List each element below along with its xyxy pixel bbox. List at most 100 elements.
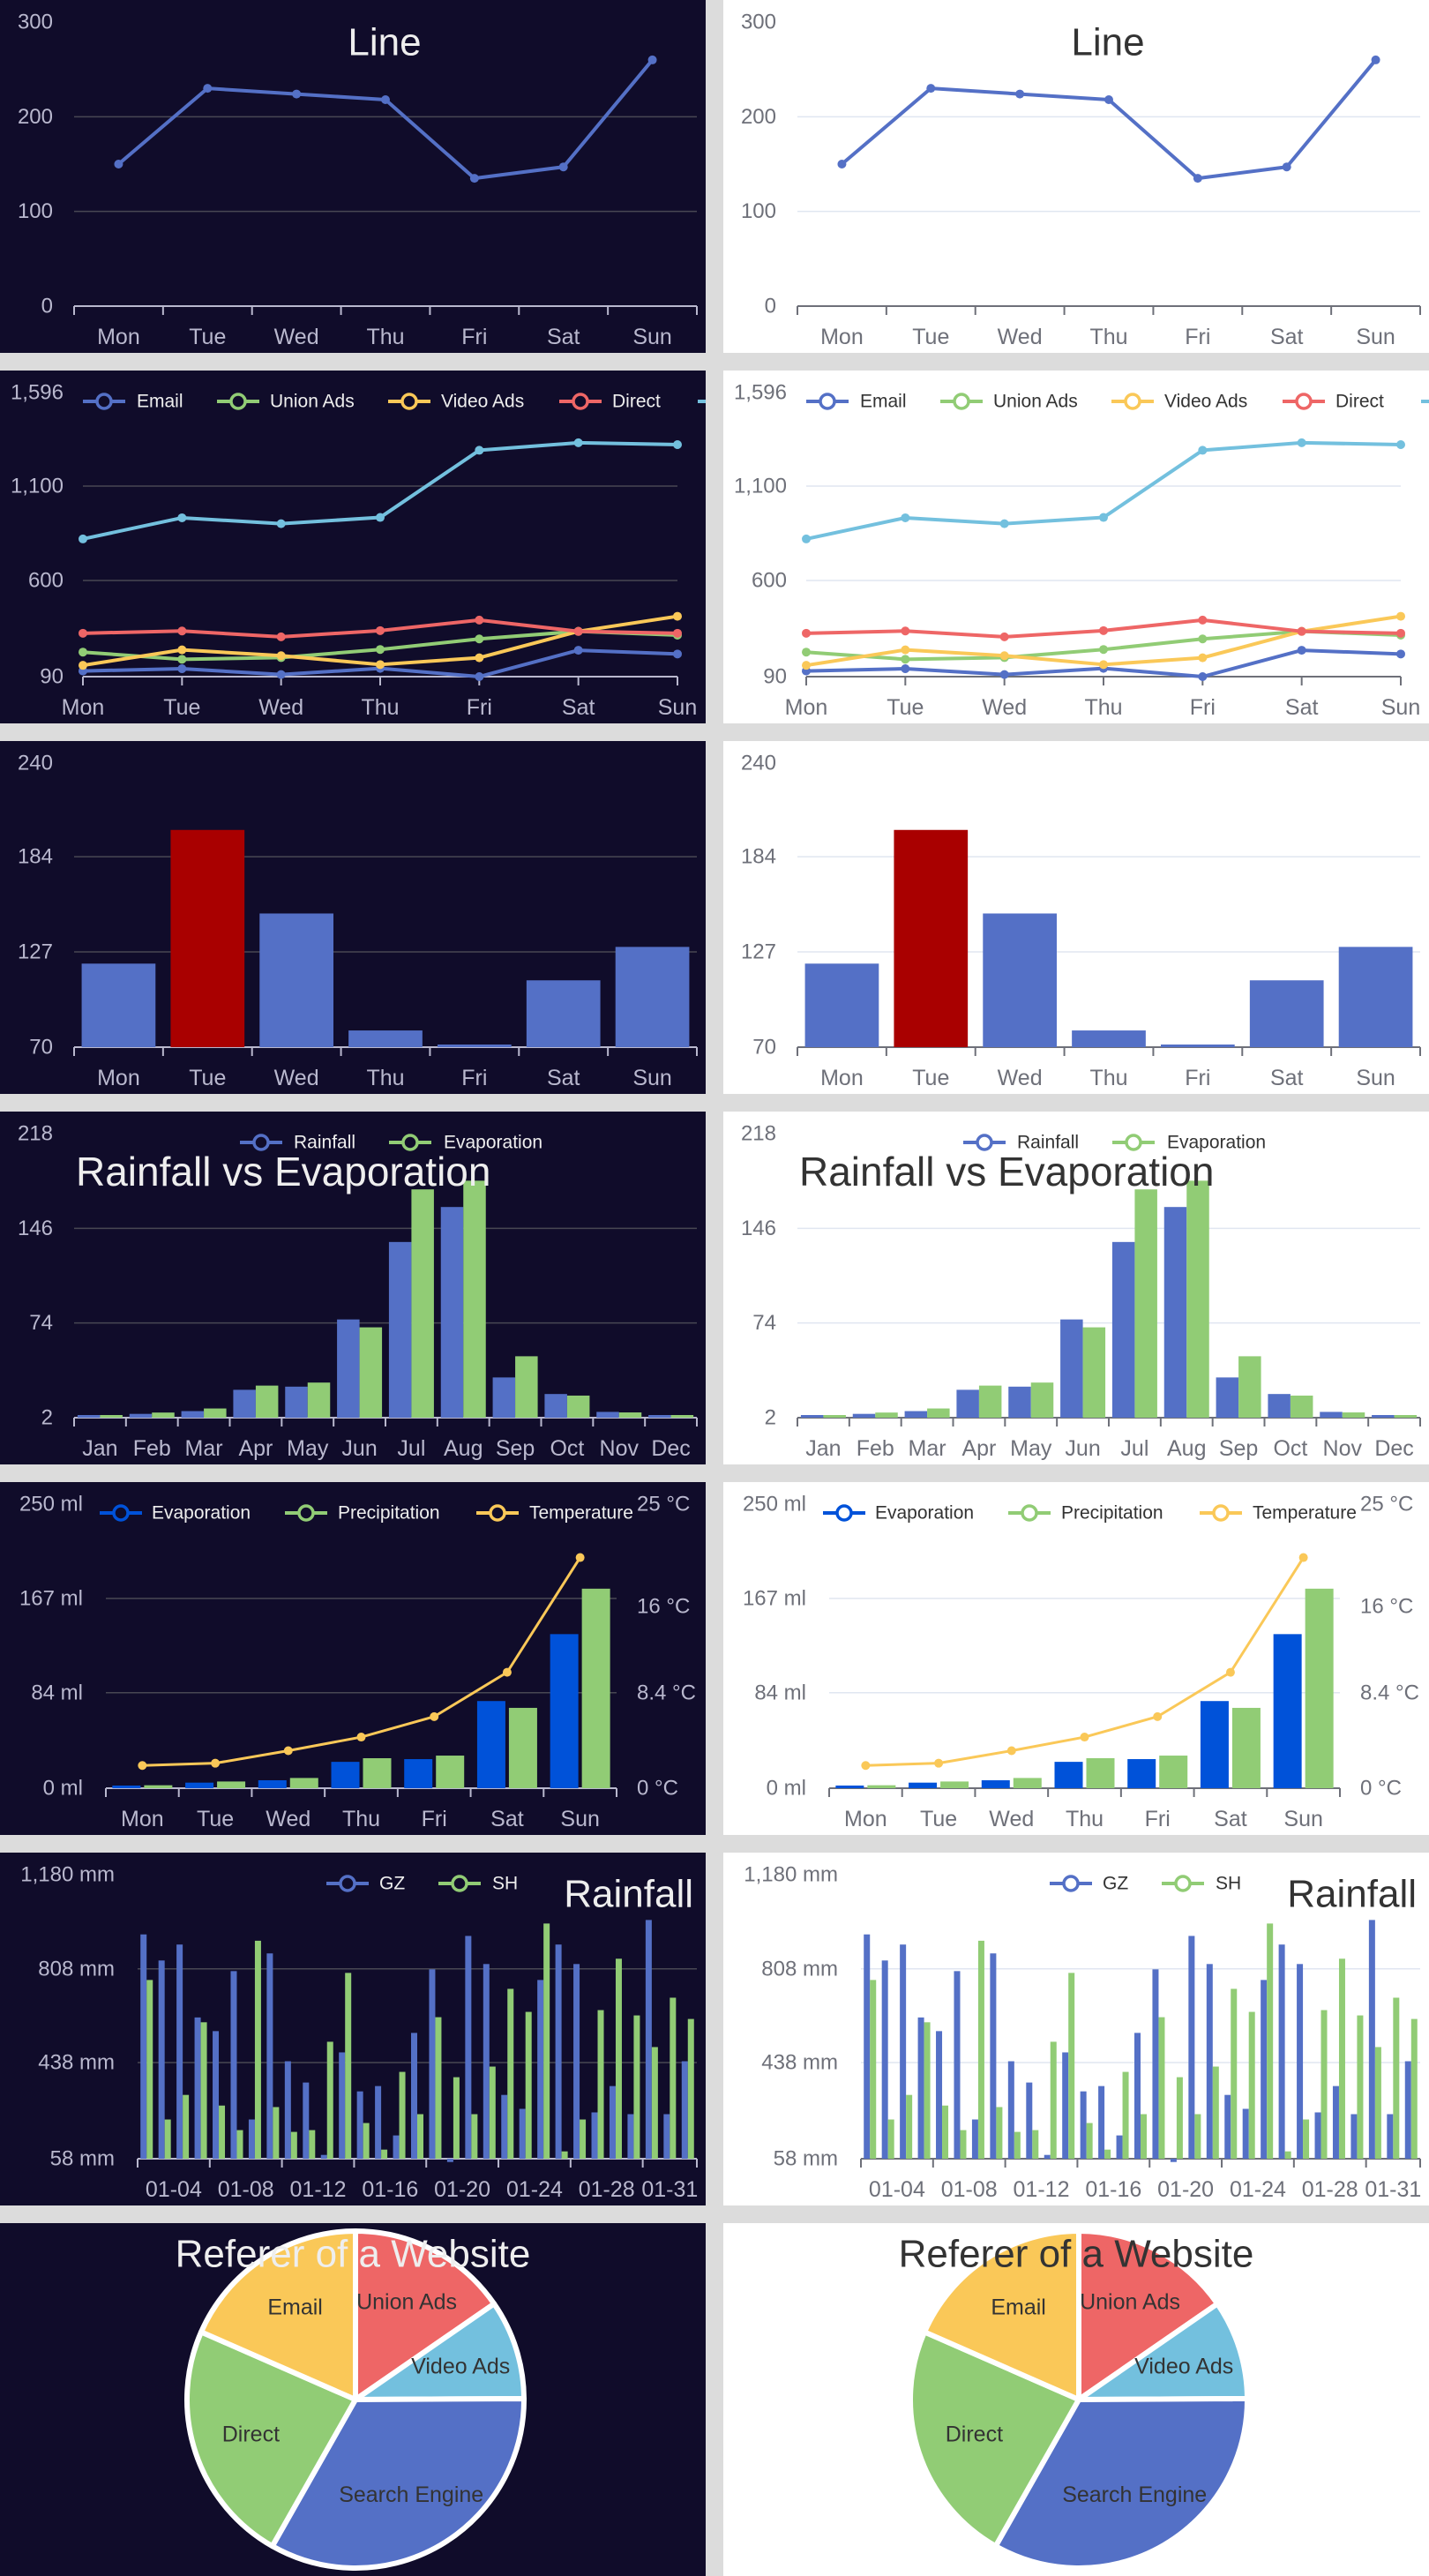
bar[interactable]	[566, 1395, 590, 1418]
data-point[interactable]	[1153, 1711, 1163, 1721]
data-point[interactable]	[138, 1761, 147, 1771]
data-point[interactable]	[376, 513, 385, 522]
bar[interactable]	[526, 980, 601, 1047]
bar[interactable]	[170, 829, 245, 1047]
bar[interactable]	[375, 2086, 382, 2159]
pie-slice[interactable]	[198, 2228, 358, 2402]
bar[interactable]	[1242, 2108, 1249, 2159]
bar[interactable]	[411, 2033, 417, 2159]
data-point[interactable]	[475, 615, 484, 625]
bar[interactable]	[492, 1377, 516, 1418]
data-point[interactable]	[558, 162, 568, 172]
bar[interactable]	[1122, 2071, 1129, 2159]
bar[interactable]	[835, 1786, 864, 1788]
bar[interactable]	[77, 1415, 101, 1418]
bar[interactable]	[1032, 2130, 1039, 2159]
data-point[interactable]	[430, 1711, 439, 1721]
bar[interactable]	[326, 2041, 333, 2159]
bar[interactable]	[435, 2017, 442, 2159]
pie-slice[interactable]	[908, 2329, 1081, 2550]
bar[interactable]	[81, 963, 156, 1047]
bar[interactable]	[112, 1786, 141, 1788]
data-point[interactable]	[1006, 1746, 1016, 1756]
bar[interactable]	[580, 2119, 587, 2159]
legend-item[interactable]	[698, 394, 706, 408]
bar[interactable]	[1050, 2041, 1057, 2159]
bar[interactable]	[1082, 1327, 1106, 1418]
data-point[interactable]	[1198, 615, 1208, 625]
bar[interactable]	[852, 1413, 876, 1418]
bar[interactable]	[1321, 2010, 1328, 2159]
bar[interactable]	[618, 1412, 642, 1418]
data-point[interactable]	[673, 440, 682, 450]
bar[interactable]	[1134, 1189, 1157, 1418]
data-point[interactable]	[901, 626, 910, 636]
pie-slice[interactable]	[922, 2228, 1081, 2402]
data-point[interactable]	[673, 611, 682, 621]
bar[interactable]	[1273, 1634, 1302, 1788]
data-point[interactable]	[861, 1761, 871, 1771]
bar[interactable]	[1158, 2017, 1165, 2159]
bar[interactable]	[525, 2011, 532, 2159]
bar[interactable]	[1268, 1394, 1291, 1418]
bar[interactable]	[1332, 2086, 1339, 2159]
data-point[interactable]	[1198, 446, 1208, 455]
data-point[interactable]	[1297, 626, 1306, 636]
data-point[interactable]	[1282, 162, 1291, 172]
bar[interactable]	[1186, 1180, 1209, 1418]
pie-slice[interactable]	[1076, 2301, 1250, 2402]
data-point[interactable]	[1396, 628, 1405, 638]
bar[interactable]	[960, 2130, 967, 2159]
bar[interactable]	[581, 1588, 610, 1788]
bar[interactable]	[348, 1030, 423, 1047]
legend-item[interactable]: Direct	[559, 392, 661, 412]
pie-slice[interactable]	[1076, 2228, 1221, 2402]
bar[interactable]	[1231, 1988, 1238, 2159]
data-point[interactable]	[573, 438, 583, 447]
bar[interactable]	[1170, 2159, 1177, 2162]
data-point[interactable]	[1198, 653, 1208, 663]
data-point[interactable]	[1371, 55, 1380, 64]
legend-item[interactable]: Precipitation	[285, 1503, 440, 1524]
bar[interactable]	[388, 1241, 412, 1418]
bar[interactable]	[800, 1415, 824, 1418]
bar[interactable]	[875, 1412, 898, 1418]
bar[interactable]	[1098, 2086, 1105, 2159]
bar[interactable]	[940, 1781, 969, 1788]
legend-item[interactable]: GZ	[326, 1874, 405, 1894]
bar[interactable]	[900, 1944, 907, 2159]
bar[interactable]	[670, 1997, 677, 2159]
bar[interactable]	[258, 1779, 287, 1788]
bar[interactable]	[990, 1953, 997, 2159]
bar[interactable]	[956, 1389, 979, 1418]
bar[interactable]	[254, 1940, 261, 2159]
bar[interactable]	[320, 2154, 327, 2159]
bar[interactable]	[129, 1413, 153, 1418]
data-point[interactable]	[276, 651, 286, 661]
bar[interactable]	[164, 2119, 171, 2159]
bar[interactable]	[1404, 2061, 1411, 2159]
data-point[interactable]	[79, 628, 87, 638]
bar[interactable]	[453, 2077, 460, 2159]
bar[interactable]	[550, 1634, 579, 1788]
bar[interactable]	[924, 2022, 931, 2159]
bar[interactable]	[1127, 1759, 1156, 1788]
bar[interactable]	[670, 1415, 694, 1418]
data-point[interactable]	[926, 84, 936, 94]
bar[interactable]	[1080, 2091, 1087, 2159]
bar[interactable]	[1026, 2082, 1033, 2159]
bar[interactable]	[645, 1920, 652, 2159]
bar[interactable]	[687, 2018, 694, 2159]
data-point[interactable]	[999, 519, 1009, 528]
data-point[interactable]	[177, 664, 187, 674]
bar[interactable]	[1314, 2112, 1321, 2159]
bar[interactable]	[417, 2114, 423, 2159]
bar[interactable]	[1278, 1944, 1285, 2159]
bar[interactable]	[1062, 2052, 1069, 2159]
bar[interactable]	[561, 2151, 568, 2159]
bar[interactable]	[1284, 2151, 1291, 2159]
bar[interactable]	[823, 1415, 846, 1418]
data-point[interactable]	[573, 646, 583, 655]
bar[interactable]	[515, 1356, 538, 1418]
bar[interactable]	[981, 1779, 1010, 1788]
